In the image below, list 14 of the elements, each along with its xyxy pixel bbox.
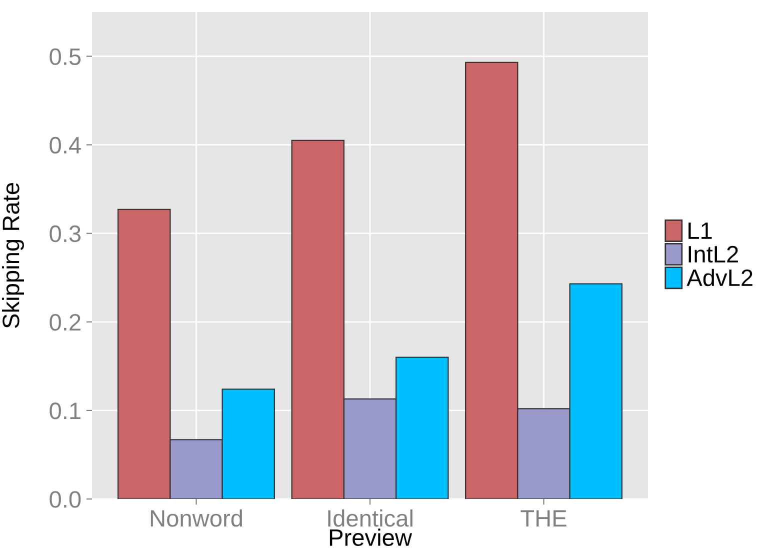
y-tick-label: 0.5 <box>50 48 81 66</box>
x-tick-label: Identical <box>328 509 412 527</box>
legend-label: L1 <box>688 222 712 239</box>
legend-label: AdvL2 <box>686 268 752 286</box>
legend-label: IntL2 <box>688 246 738 263</box>
x-tick-label: THE <box>520 510 566 527</box>
x-tick-label: Nonword <box>150 509 242 527</box>
y-tick-label: 0.1 <box>50 402 80 420</box>
x-axis-title: Preview <box>330 528 412 546</box>
y-tick-label: 0.0 <box>50 491 81 508</box>
y-tick-label: 0.4 <box>50 136 81 154</box>
y-tick-label: 0.2 <box>50 314 80 331</box>
y-tick-label: 0.3 <box>50 225 81 242</box>
y-axis-title: Skipping Rate <box>2 183 24 328</box>
